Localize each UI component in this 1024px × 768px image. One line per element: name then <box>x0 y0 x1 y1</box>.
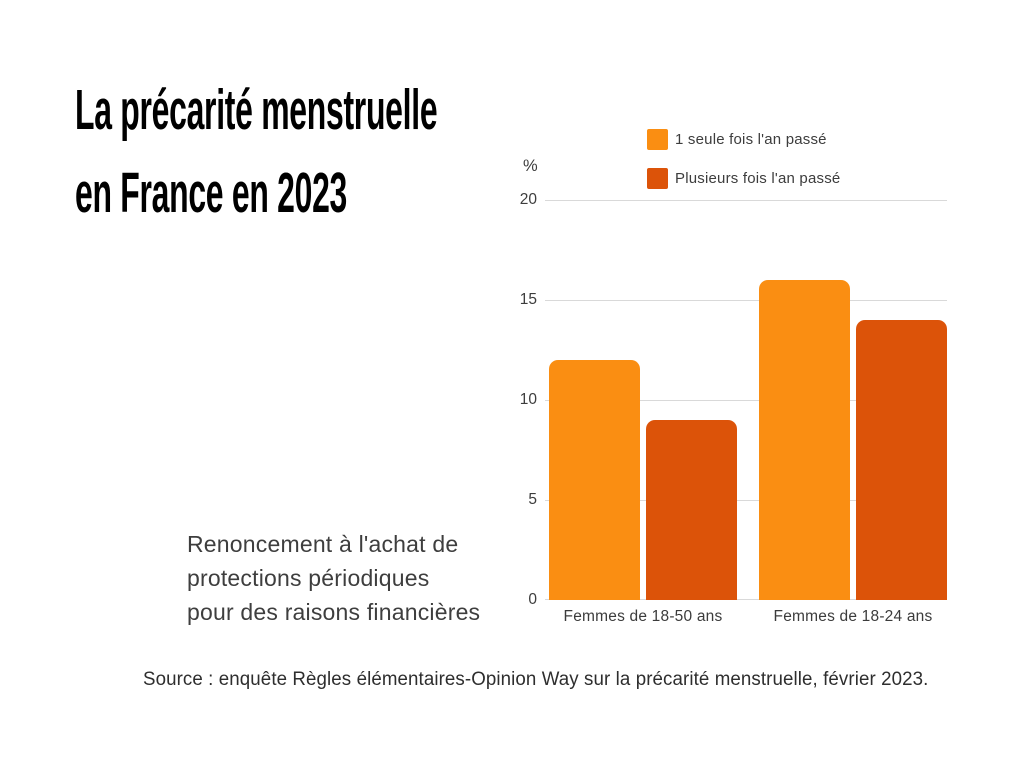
chart-legend: 1 seule fois l'an passé Plusieurs fois l… <box>647 129 840 207</box>
chart-caption: Renoncement à l'achat de protections pér… <box>187 527 480 629</box>
bar-series0-cat1 <box>759 280 850 600</box>
chart-caption-line-1: Renoncement à l'achat de <box>187 531 459 557</box>
y-axis-unit-label: % <box>523 157 538 175</box>
gridline-15 <box>545 300 947 301</box>
y-tick-label-15: 15 <box>519 291 537 308</box>
legend-swatch-once-icon <box>647 129 668 150</box>
legend-item-once: 1 seule fois l'an passé <box>647 129 840 150</box>
bar-chart-plot-area: 0 5 10 15 20 Femmes de 18-50 ans Femmes de 18-… <box>520 191 947 625</box>
bar-series1-cat1 <box>856 320 947 600</box>
gridline-5 <box>545 500 947 501</box>
chart-caption-line-2: protections périodiques <box>187 565 430 591</box>
y-tick-label-20: 20 <box>519 191 537 208</box>
page-title-line-1: La précarité menstruelle <box>75 78 438 142</box>
legend-label-several: Plusieurs fois l'an passé <box>675 170 841 187</box>
gridline-20 <box>545 200 947 201</box>
x-category-label-1: Femmes de 18-24 ans <box>773 608 933 625</box>
bar-series1-cat0 <box>646 420 737 600</box>
y-tick-label-5: 5 <box>528 491 537 508</box>
page-title-line-2: en France en 2023 <box>75 161 348 225</box>
gridline-10 <box>545 400 947 401</box>
legend-label-once: 1 seule fois l'an passé <box>675 131 827 148</box>
x-category-label-0: Femmes de 18-50 ans <box>563 608 723 625</box>
bar-series0-cat0 <box>549 360 640 600</box>
legend-item-several: Plusieurs fois l'an passé <box>647 168 840 189</box>
gridline-0 <box>545 599 947 600</box>
y-tick-label-10: 10 <box>519 391 537 408</box>
y-tick-label-0: 0 <box>528 591 537 608</box>
source-note: Source : enquête Règles élémentaires-Opi… <box>143 669 929 690</box>
legend-swatch-several-icon <box>647 168 668 189</box>
chart-caption-line-3: pour des raisons financières <box>187 599 481 625</box>
